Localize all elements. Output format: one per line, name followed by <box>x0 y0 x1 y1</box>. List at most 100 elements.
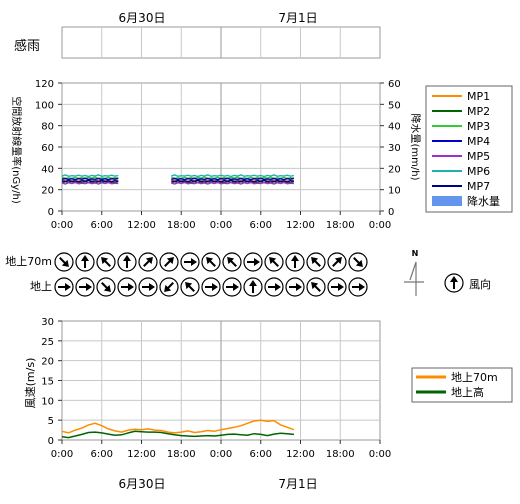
date-label-top-2: 7月1日 <box>278 11 317 25</box>
dose-chart: 0 20 40 60 80 100 120 0 10 20 30 40 50 60 0:00 6:00 12… <box>10 79 422 231</box>
wind-row-label-ground: 地上 <box>30 280 52 293</box>
legend-label-mp3: MP3 <box>467 120 490 133</box>
y2-tick-label: 10 <box>388 186 401 197</box>
y-tick-label: 10 <box>41 396 54 407</box>
legend-swatch-rain <box>432 196 462 206</box>
legend-label-rain: 降水量 <box>467 194 500 208</box>
dose-series-line-mp4 <box>171 177 295 181</box>
wind-direction-east-icon <box>117 277 137 297</box>
y2-tick-label: 60 <box>388 79 401 90</box>
wind-direction-east-icon <box>75 277 95 297</box>
wind-direction-east-icon <box>285 277 305 297</box>
dose-series-line-mp7 <box>171 179 295 183</box>
y-tick-label: 40 <box>41 164 54 175</box>
wind-direction-east-icon <box>54 277 74 297</box>
dose-series-line-mp4 <box>61 177 119 181</box>
y2-tick-label: 50 <box>388 100 401 111</box>
wind-direction-northwest-icon <box>96 252 116 272</box>
wind-direction-legend-icon <box>444 273 464 293</box>
wind-direction-southeast-icon <box>348 252 368 272</box>
wind-legend-north-icon <box>444 273 464 293</box>
wind-direction-north-icon <box>75 252 95 272</box>
x-tick-label: 0:00 <box>210 220 232 231</box>
rain-sense-label: 感雨 <box>14 38 40 54</box>
wind-direction-east-icon <box>180 252 200 272</box>
y-tick-label: 5 <box>48 416 54 427</box>
x-tick-label: 0:00 <box>51 449 73 460</box>
wind-direction-northwest-icon <box>264 252 284 272</box>
y-tick-label: 120 <box>35 79 54 90</box>
y-tick-label: 80 <box>41 122 54 133</box>
wind-direction-northeast-icon <box>159 252 179 272</box>
wind-y-axis-label: 風速(m/s) <box>24 358 37 409</box>
x-tick-label: 0:00 <box>369 449 391 460</box>
wind-direction-northeast-icon <box>138 252 158 272</box>
wind-direction-north-icon <box>117 252 137 272</box>
wind-series-line-1 <box>61 430 294 439</box>
compass-north-label: N <box>412 249 419 258</box>
x-tick-label: 18:00 <box>326 449 355 460</box>
date-label-top-1: 6月30日 <box>119 11 166 25</box>
wind-direction-southeast-icon <box>96 277 116 297</box>
wind-direction-east-icon <box>222 277 242 297</box>
wind-direction-northeast-icon <box>327 252 347 272</box>
dose-series-line-mp5 <box>171 181 294 185</box>
rain-sense-box <box>61 26 381 59</box>
y-tick-label: 25 <box>41 337 54 348</box>
wind-row-label-70m: 地上70m <box>5 255 52 268</box>
y-tick-label: 20 <box>41 186 54 197</box>
wind-direction-east-icon <box>138 277 158 297</box>
legend-label-mp4: MP4 <box>467 135 490 148</box>
date-label-bottom-2: 7月1日 <box>278 477 317 491</box>
legend-label-mp6: MP6 <box>467 165 490 178</box>
x-tick-label: 18:00 <box>167 449 196 460</box>
wind-legend-label-0: 地上70m <box>451 371 498 384</box>
wind-direction-east-icon <box>327 277 347 297</box>
x-tick-label: 12:00 <box>286 449 315 460</box>
wind-direction-east-icon <box>264 277 284 297</box>
wind-direction-southwest-icon <box>159 277 179 297</box>
rain-y2-axis-label: 降水量(mm/h) <box>409 114 422 181</box>
dose-series-line-mp5 <box>61 181 119 185</box>
y-tick-label: 0 <box>48 207 54 218</box>
y2-tick-label: 20 <box>388 164 401 175</box>
wind-direction-north-icon <box>243 277 263 297</box>
x-tick-label: 6:00 <box>250 449 272 460</box>
wind-legend-label-1: 地上高 <box>451 385 484 399</box>
legend-label-mp7: MP7 <box>467 180 490 193</box>
wind-direction-east-icon <box>348 277 368 297</box>
wind-direction-northwest-icon <box>222 252 242 272</box>
x-tick-label: 0:00 <box>51 220 73 231</box>
dose-series-line-mp6 <box>171 174 295 178</box>
compass: N <box>404 249 424 296</box>
x-tick-label: 12:00 <box>127 220 156 231</box>
wind-direction-northwest-icon <box>180 277 200 297</box>
wind-direction-southeast-icon <box>54 252 74 272</box>
x-tick-label: 12:00 <box>127 449 156 460</box>
x-tick-label: 0:00 <box>369 220 391 231</box>
wind-direction-legend-label: 風向 <box>469 277 491 291</box>
wind-chart: 0 5 10 15 20 25 30 0:00 6:00 12:00 18:00 0:00 6:00 1… <box>24 317 391 460</box>
dose-y-axis-label: 空間放射線量率(nGy/h) <box>10 96 23 204</box>
y-tick-label: 30 <box>41 317 54 328</box>
dose-series-line-mp7 <box>61 179 119 183</box>
dose-series-line-mp6 <box>61 174 119 178</box>
legend-label-mp2: MP2 <box>467 105 490 118</box>
y2-tick-label: 30 <box>388 143 401 154</box>
x-tick-label: 18:00 <box>326 220 355 231</box>
wind-direction-northwest-icon <box>201 252 221 272</box>
x-tick-label: 0:00 <box>210 449 232 460</box>
x-tick-label: 18:00 <box>167 220 196 231</box>
x-tick-label: 12:00 <box>286 220 315 231</box>
legend-label-mp5: MP5 <box>467 150 490 163</box>
wind-direction-east-icon <box>201 277 221 297</box>
y-tick-label: 15 <box>41 377 54 388</box>
x-tick-label: 6:00 <box>91 220 113 231</box>
x-tick-label: 6:00 <box>250 220 272 231</box>
y-tick-label: 100 <box>35 100 54 111</box>
legend-label-mp1: MP1 <box>467 90 490 103</box>
wind-direction-east-icon <box>243 252 263 272</box>
